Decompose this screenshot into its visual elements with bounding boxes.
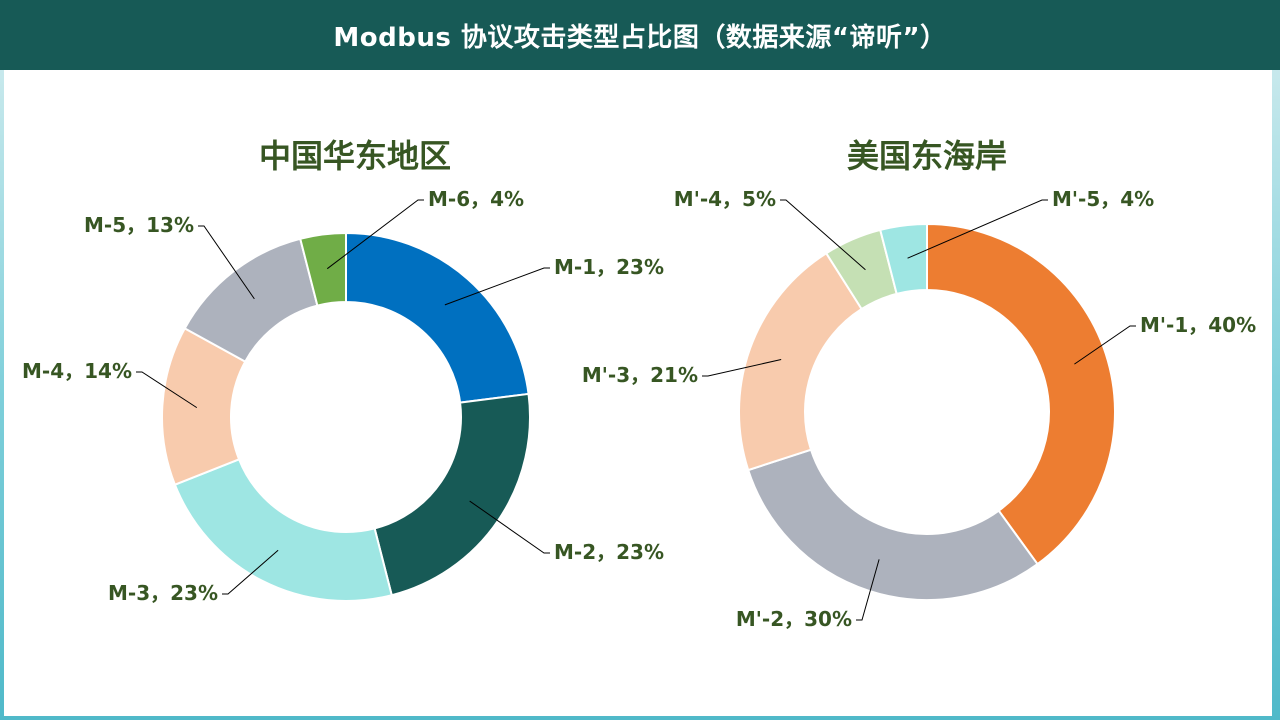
slice-m-2 — [373, 392, 531, 597]
slice-mp-2 — [746, 448, 1039, 601]
leader-line-m-5 — [198, 225, 255, 300]
slice-label-mp-5: M'-5，4% — [1052, 187, 1154, 211]
leader-line-m-2 — [469, 500, 550, 554]
slice-label-mp-3: M'-3，21% — [582, 363, 698, 387]
slice-mp-1 — [926, 222, 1116, 566]
slice-label-m-5: M-5，13% — [84, 213, 194, 237]
slice-m-3 — [173, 458, 393, 602]
slice-label-mp-1: M'-1，40% — [1140, 313, 1256, 337]
page-title: Modbus 协议攻击类型占比图（数据来源“谛听”） — [0, 0, 1280, 70]
leader-line-mp-5 — [907, 199, 1048, 259]
leader-line-mp-2 — [856, 559, 880, 621]
chart-panel: 中国华东地区 M-1，23% M-2，23% M-3，23% M-4，14% M-5，1… — [4, 70, 1272, 716]
slice-label-m-3: M-3，23% — [108, 581, 218, 605]
slice-m-6 — [299, 231, 347, 307]
page-title-text: Modbus 协议攻击类型占比图（数据来源“谛听”） — [333, 22, 947, 53]
slice-label-mp-4: M'-4，5% — [674, 187, 776, 211]
chart-title-east-china: 中国华东地区 — [259, 137, 451, 175]
leader-line-m-3 — [222, 549, 279, 595]
slices-us-east-coast — [738, 222, 1116, 601]
labels-east-china: M-1，23% M-2，23% M-3，23% M-4，14% M-5，13% M-6，4… — [22, 187, 664, 605]
slice-m-1 — [345, 231, 530, 404]
leader-line-m-6 — [326, 199, 424, 270]
slice-label-m-2: M-2，23% — [554, 540, 664, 564]
leader-line-m-4 — [136, 371, 198, 409]
leader-line-m-1 — [444, 267, 550, 306]
leader-line-mp-3 — [702, 359, 782, 377]
labels-us-east-coast: M'-1，40% M'-2，30% M'-3，21% M'-4，5% M'-5，4% — [582, 187, 1256, 631]
slice-mp-3 — [738, 251, 864, 472]
chart-us-east-coast: 美国东海岸 M'-1，40%M'-2，30%M'-3，21%M'-4，5% M'-… — [582, 137, 1256, 631]
charts-canvas: 中国华东地区 M-1，23% M-2，23% M-3，23% M-4，14% M-5，1… — [22, 137, 1256, 631]
leader-line-mp-1 — [1074, 325, 1136, 365]
slice-label-m-4: M-4，14% — [22, 359, 132, 383]
slice-label-m-1: M-1，23% — [554, 255, 664, 279]
slice-mp-5 — [879, 222, 928, 296]
slices-east-china — [161, 231, 531, 602]
slice-label-m-6: M-6，4% — [428, 187, 524, 211]
chart-title-us-east-coast: 美国东海岸 — [847, 137, 1007, 175]
chart-east-china: 中国华东地区 M-1，23% M-2，23% M-3，23% M-4，14% M-5，1… — [22, 137, 664, 605]
slice-label-mp-2: M'-2，30% — [736, 607, 852, 631]
leader-line-mp-4 — [780, 199, 866, 271]
